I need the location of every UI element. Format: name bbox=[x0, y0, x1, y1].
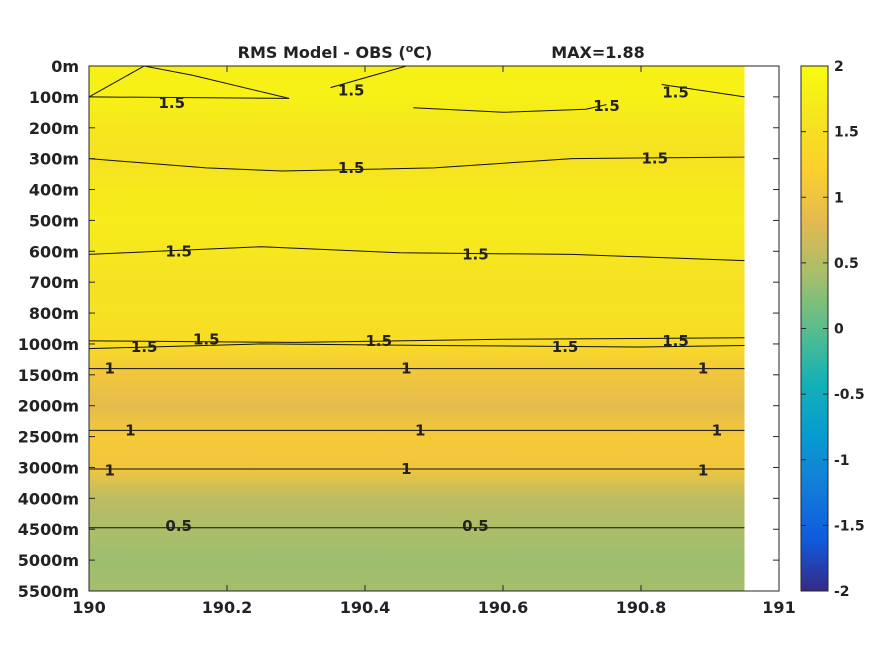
y-tick-label: 2500m bbox=[18, 428, 79, 447]
y-tick-label: 500m bbox=[29, 211, 79, 230]
contour-label: 1.5 bbox=[552, 338, 579, 356]
x-tick-label: 191 bbox=[762, 598, 795, 617]
contour-label: 1.5 bbox=[662, 332, 689, 350]
y-axis: 0m 100m 200m 300m 400m 500m 600m 700m 800m 1000m 1… bbox=[18, 57, 779, 601]
contour-label: 0.5 bbox=[462, 517, 489, 535]
x-tick-label: 190 bbox=[72, 598, 105, 617]
contour-label: 1 bbox=[125, 421, 135, 439]
contour-label: 1.5 bbox=[662, 83, 689, 101]
y-tick-label: 0m bbox=[51, 57, 79, 76]
contour-line bbox=[413, 104, 607, 113]
y-tick-label: 3000m bbox=[18, 458, 79, 477]
y-tick-label: 800m bbox=[29, 304, 79, 323]
contour-label: 1 bbox=[415, 421, 425, 439]
y-tick-label: 700m bbox=[29, 273, 79, 292]
plot-area: 1.51.51.51.51.51.51.5 1.51.5 1.5 1.5 1.5 1.51… bbox=[18, 57, 796, 617]
y-tick-label: 300m bbox=[29, 150, 79, 169]
colorbar-tick-label: 2 bbox=[834, 59, 844, 75]
axes-box bbox=[88, 65, 780, 592]
contour-lines bbox=[88, 65, 745, 529]
contour-label: 1.5 bbox=[338, 159, 365, 177]
contour-label: 1.5 bbox=[462, 245, 489, 263]
y-tick-label: 200m bbox=[29, 119, 79, 138]
max-label: MAX=1.88 bbox=[551, 43, 645, 62]
contour-label: 1.5 bbox=[131, 338, 158, 356]
y-tick-label: 5500m bbox=[18, 582, 79, 601]
colorbar: 2 1.5 1 0.5 0 -0.5 -1 -1.5 -2 bbox=[800, 59, 865, 600]
contour-label: 1.5 bbox=[642, 150, 669, 168]
contour-label: 1 bbox=[698, 462, 708, 480]
chart-title: RMS Model - OBS (oC) MAX=1.88 bbox=[238, 42, 645, 62]
colorbar-tick-label: -2 bbox=[834, 584, 850, 600]
colorbar-tick-label: 1.5 bbox=[834, 125, 859, 141]
contour-label: 1.5 bbox=[366, 332, 393, 350]
contour-labels: 1.5 1.5 1.5 1.5 1.5 1.5 1.5 1.5 1.5 1.5 1.5 1.5 1.5 1… bbox=[104, 82, 722, 535]
y-tick-label: 2000m bbox=[18, 397, 79, 416]
colorbar-tick-label: -0.5 bbox=[834, 387, 865, 403]
colorbar-tick-label: -1 bbox=[834, 453, 850, 469]
contour-label: 1.5 bbox=[165, 242, 192, 260]
contour-line bbox=[661, 84, 745, 98]
contour-line bbox=[88, 65, 290, 99]
contour-line bbox=[88, 156, 745, 172]
chart-title-text: RMS Model - OBS (oC) bbox=[238, 42, 433, 62]
x-axis: 190 190.2 190.4 190.6 190.8 191 bbox=[72, 66, 796, 617]
contour-line bbox=[88, 343, 745, 350]
contour-label: 1.5 bbox=[159, 94, 186, 112]
x-tick-label: 190.4 bbox=[340, 598, 391, 617]
colorbar-tick-label: 1 bbox=[834, 190, 844, 206]
x-tick-label: 190.8 bbox=[616, 598, 667, 617]
y-tick-label: 100m bbox=[29, 88, 79, 107]
contour-line bbox=[88, 337, 745, 343]
x-tick-label: 190.6 bbox=[478, 598, 529, 617]
colorbar-tick-label: -1.5 bbox=[834, 518, 865, 534]
colorbar-tick-label: 0 bbox=[834, 322, 844, 338]
colorbar-ticks: 2 1.5 1 0.5 0 -0.5 -1 -1.5 -2 bbox=[801, 59, 865, 600]
y-tick-label: 5000m bbox=[18, 551, 79, 570]
contour-label: 1.5 bbox=[338, 82, 365, 100]
contour-label: 1 bbox=[104, 462, 114, 480]
heatmap-field bbox=[89, 66, 745, 591]
colorbar-tick-label: 0.5 bbox=[834, 256, 859, 272]
contour-label: 1 bbox=[104, 360, 114, 378]
y-tick-label: 4000m bbox=[18, 489, 79, 508]
contour-label: 0.5 bbox=[165, 517, 192, 535]
contour-line bbox=[88, 246, 745, 262]
y-tick-label: 4500m bbox=[18, 520, 79, 539]
y-tick-label: 1500m bbox=[18, 366, 79, 385]
contour-label: 1 bbox=[401, 360, 411, 378]
contour-label: 1 bbox=[712, 421, 722, 439]
contour-line bbox=[88, 96, 290, 99]
x-tick-label: 190.2 bbox=[202, 598, 253, 617]
contour-line bbox=[330, 65, 407, 89]
y-tick-label: 400m bbox=[29, 181, 79, 200]
contour-label: 1 bbox=[698, 360, 708, 378]
y-tick-label: 1000m bbox=[18, 335, 79, 354]
contour-label: 1.5 bbox=[193, 330, 220, 348]
contour-label: 1 bbox=[401, 460, 411, 478]
y-tick-label: 600m bbox=[29, 242, 79, 261]
contour-label: 1.5 bbox=[593, 97, 620, 115]
